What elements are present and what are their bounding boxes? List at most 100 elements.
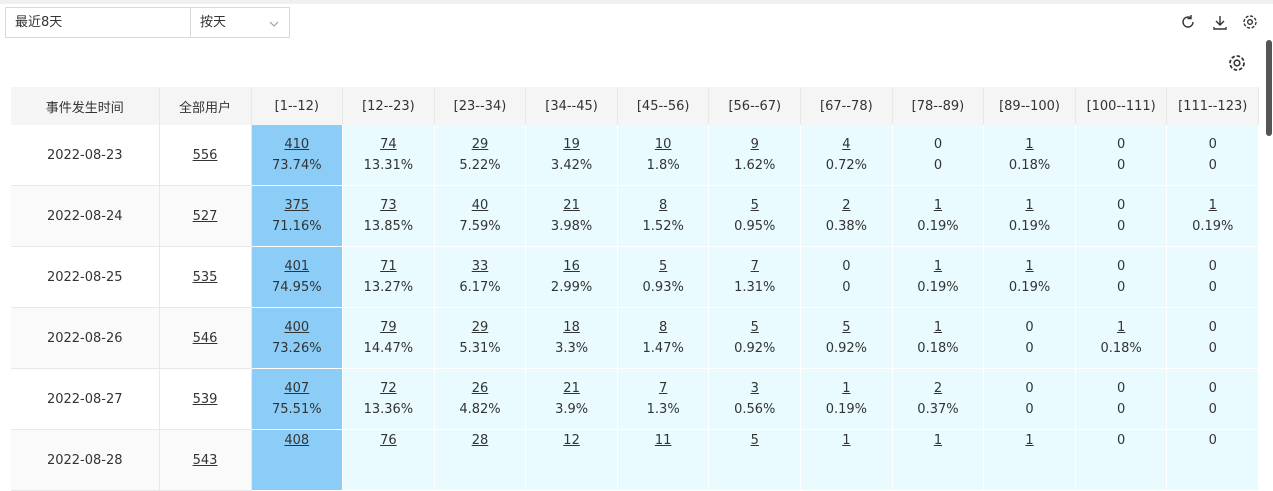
count-link[interactable]: 400 xyxy=(284,320,310,335)
count-link[interactable]: 5 xyxy=(750,198,759,213)
count-link[interactable]: 408 xyxy=(284,433,310,448)
scrollbar[interactable] xyxy=(1266,40,1272,136)
count-link[interactable]: 375 xyxy=(284,198,310,213)
count-link[interactable]: 10 xyxy=(654,137,672,152)
count-link[interactable]: 8 xyxy=(659,198,668,213)
count-link[interactable]: 1 xyxy=(1208,198,1217,213)
count-link[interactable]: 5 xyxy=(750,433,759,448)
column-header: [78--89) xyxy=(892,87,985,125)
percent: 2.99% xyxy=(550,280,593,295)
count-link[interactable]: 29 xyxy=(471,137,489,152)
total-link[interactable]: 535 xyxy=(192,269,218,285)
count-link[interactable]: 410 xyxy=(284,137,310,152)
bucket-cell: 71 13.27% xyxy=(342,246,435,308)
count-link[interactable]: 5 xyxy=(750,320,759,335)
bucket-cell: 33 6.17% xyxy=(434,246,527,308)
percent: 0.19% xyxy=(917,280,959,295)
count-link[interactable]: 5 xyxy=(842,320,851,335)
count-link[interactable]: 1 xyxy=(1025,198,1034,213)
count-link[interactable]: 407 xyxy=(284,381,310,396)
count-link[interactable]: 76 xyxy=(380,433,397,448)
count-link[interactable]: 3 xyxy=(750,381,759,396)
count-link[interactable]: 1 xyxy=(1025,259,1034,274)
count-link[interactable]: 18 xyxy=(563,320,580,335)
bucket-cell: 410 73.74% xyxy=(251,125,344,186)
bucket-cell: 375 71.16% xyxy=(251,185,344,247)
percent: 71.16% xyxy=(272,219,322,234)
count-link[interactable]: 1 xyxy=(1025,433,1034,448)
count-link[interactable]: 1 xyxy=(933,320,943,335)
bucket-cell: 8 1.47% xyxy=(617,307,710,369)
bucket-cell: 5 0.92% xyxy=(800,307,893,369)
percent: 0 xyxy=(1025,402,1034,417)
count-link[interactable]: 71 xyxy=(380,259,397,274)
count-link[interactable]: 7 xyxy=(659,381,668,396)
percent: 3.3% xyxy=(555,341,589,356)
range-select[interactable]: 最近8天 xyxy=(5,7,191,38)
total-cell: 535 xyxy=(159,246,252,308)
count-link[interactable]: 16 xyxy=(563,259,580,274)
bucket-cell: 1 xyxy=(983,429,1076,491)
count-link[interactable]: 5 xyxy=(659,259,668,274)
count-link[interactable]: 28 xyxy=(471,433,489,448)
count-link[interactable]: 1 xyxy=(933,259,943,274)
bucket-cell: 4 0.72% xyxy=(800,125,893,186)
bucket-cell: 5 xyxy=(708,429,802,491)
count-link[interactable]: 26 xyxy=(471,381,489,396)
count-link[interactable]: 40 xyxy=(471,198,489,213)
table-settings-icon[interactable] xyxy=(1227,53,1247,73)
bucket-cell: 8 1.52% xyxy=(617,185,710,247)
percent: 0 xyxy=(1208,280,1217,295)
count-link[interactable]: 72 xyxy=(380,381,397,396)
count-link[interactable]: 29 xyxy=(471,320,489,335)
total-link[interactable]: 539 xyxy=(192,391,218,407)
table-row: 2022-08-23 556 410 73.74% 74 13.31% 29 5.22% 19 3… xyxy=(11,125,1260,186)
count-link[interactable]: 21 xyxy=(563,198,580,213)
percent: 13.27% xyxy=(363,280,414,295)
count-link[interactable]: 8 xyxy=(659,320,668,335)
percent: 1.3% xyxy=(646,402,680,417)
count-link[interactable]: 401 xyxy=(284,259,310,274)
granularity-select[interactable]: 按天 xyxy=(190,7,290,38)
refresh-icon[interactable] xyxy=(1182,15,1194,28)
count-link[interactable]: 79 xyxy=(380,320,397,335)
date-cell: 2022-08-24 xyxy=(11,185,160,247)
count-link[interactable]: 11 xyxy=(654,433,672,448)
percent: 0.18% xyxy=(917,341,959,356)
percent: 74.95% xyxy=(272,280,322,295)
count-link[interactable]: 73 xyxy=(380,198,397,213)
count-link[interactable]: 12 xyxy=(563,433,580,448)
total-link[interactable]: 546 xyxy=(192,330,218,346)
settings-icon[interactable] xyxy=(1243,15,1257,29)
count: 0 xyxy=(1117,259,1126,274)
count-link[interactable]: 7 xyxy=(750,259,759,274)
count-link[interactable]: 74 xyxy=(380,137,397,152)
count-link[interactable]: 2 xyxy=(933,381,943,396)
bucket-cell: 9 1.62% xyxy=(708,125,802,186)
count-link[interactable]: 1 xyxy=(933,198,943,213)
count-link[interactable]: 9 xyxy=(750,137,759,152)
percent: 0.19% xyxy=(825,402,868,417)
count-link[interactable]: 1 xyxy=(933,433,943,448)
count-link[interactable]: 1 xyxy=(842,381,851,396)
count-link[interactable]: 19 xyxy=(563,137,580,152)
count-link[interactable]: 1 xyxy=(1117,320,1126,335)
count-link[interactable]: 2 xyxy=(842,198,851,213)
bucket-cell: 26 4.82% xyxy=(434,368,527,430)
count-link[interactable]: 1 xyxy=(1025,137,1034,152)
bucket-cell: 1 xyxy=(892,429,985,491)
count-link[interactable]: 1 xyxy=(842,433,851,448)
total-link[interactable]: 527 xyxy=(192,208,218,224)
percent: 0 xyxy=(1025,341,1034,356)
total-link[interactable]: 556 xyxy=(192,147,218,163)
percent: 0.37% xyxy=(917,402,959,417)
count-link[interactable]: 4 xyxy=(842,137,851,152)
download-icon[interactable] xyxy=(1213,16,1227,30)
count-link[interactable]: 21 xyxy=(563,381,580,396)
count-link[interactable]: 33 xyxy=(471,259,489,274)
total-link[interactable]: 543 xyxy=(192,452,218,468)
